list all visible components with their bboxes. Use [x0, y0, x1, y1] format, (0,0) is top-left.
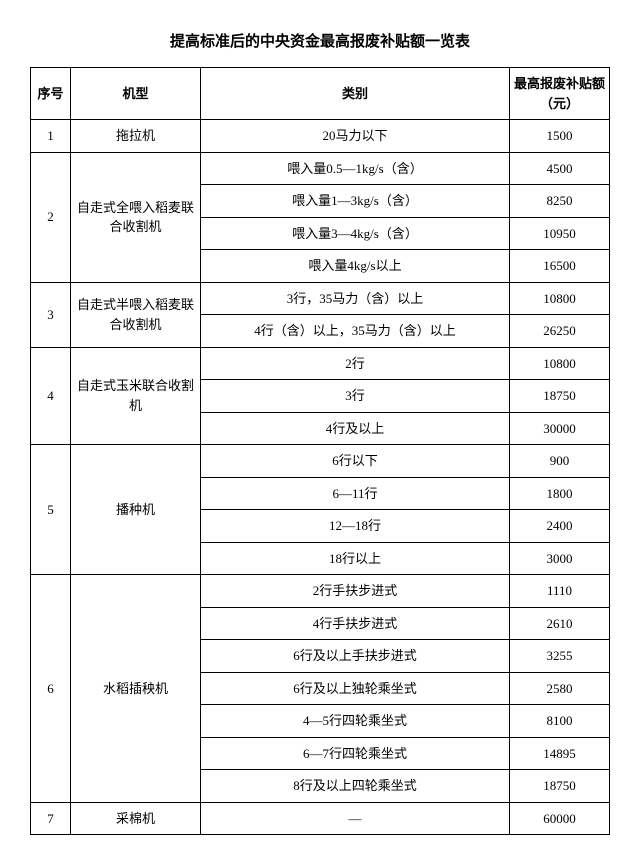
cell-seq: 5 [31, 445, 71, 575]
cell-category: 3行 [201, 380, 510, 413]
cell-model: 水稻插秧机 [71, 575, 201, 803]
cell-amount: 2400 [510, 510, 610, 543]
cell-category: — [201, 802, 510, 835]
cell-model: 自走式玉米联合收割机 [71, 347, 201, 445]
subsidy-table: 序号 机型 类别 最高报废补贴额（元） 1拖拉机20马力以下15002自走式全喂… [30, 67, 610, 835]
cell-model: 自走式半喂入稻麦联合收割机 [71, 282, 201, 347]
header-amount: 最高报废补贴额（元） [510, 68, 610, 120]
cell-model: 采棉机 [71, 802, 201, 835]
cell-seq: 3 [31, 282, 71, 347]
cell-category: 4行（含）以上，35马力（含）以上 [201, 315, 510, 348]
cell-seq: 7 [31, 802, 71, 835]
table-row: 2自走式全喂入稻麦联合收割机喂入量0.5—1kg/s（含）4500 [31, 152, 610, 185]
cell-amount: 2580 [510, 672, 610, 705]
table-header-row: 序号 机型 类别 最高报废补贴额（元） [31, 68, 610, 120]
cell-category: 2行手扶步进式 [201, 575, 510, 608]
cell-category: 6行及以上手扶步进式 [201, 640, 510, 673]
cell-category: 20马力以下 [201, 120, 510, 153]
cell-amount: 8100 [510, 705, 610, 738]
table-row: 7采棉机—60000 [31, 802, 610, 835]
cell-amount: 18750 [510, 770, 610, 803]
cell-category: 6行及以上独轮乘坐式 [201, 672, 510, 705]
cell-amount: 10800 [510, 282, 610, 315]
cell-amount: 3255 [510, 640, 610, 673]
cell-amount: 1800 [510, 477, 610, 510]
cell-seq: 1 [31, 120, 71, 153]
cell-amount: 10800 [510, 347, 610, 380]
cell-category: 喂入量3—4kg/s（含） [201, 217, 510, 250]
cell-amount: 10950 [510, 217, 610, 250]
cell-amount: 3000 [510, 542, 610, 575]
cell-model: 拖拉机 [71, 120, 201, 153]
table-row: 1拖拉机20马力以下1500 [31, 120, 610, 153]
cell-category: 6—11行 [201, 477, 510, 510]
cell-amount: 2610 [510, 607, 610, 640]
cell-amount: 900 [510, 445, 610, 478]
table-row: 6水稻插秧机2行手扶步进式1110 [31, 575, 610, 608]
cell-category: 4行手扶步进式 [201, 607, 510, 640]
cell-category: 4—5行四轮乘坐式 [201, 705, 510, 738]
cell-category: 喂入量1—3kg/s（含） [201, 185, 510, 218]
cell-amount: 14895 [510, 737, 610, 770]
cell-category: 2行 [201, 347, 510, 380]
cell-amount: 8250 [510, 185, 610, 218]
cell-category: 喂入量0.5—1kg/s（含） [201, 152, 510, 185]
table-row: 3自走式半喂入稻麦联合收割机3行，35马力（含）以上10800 [31, 282, 610, 315]
cell-category: 8行及以上四轮乘坐式 [201, 770, 510, 803]
cell-amount: 18750 [510, 380, 610, 413]
cell-category: 18行以上 [201, 542, 510, 575]
cell-amount: 1500 [510, 120, 610, 153]
cell-category: 喂入量4kg/s以上 [201, 250, 510, 283]
cell-category: 12—18行 [201, 510, 510, 543]
cell-amount: 16500 [510, 250, 610, 283]
cell-amount: 1110 [510, 575, 610, 608]
page-title: 提高标准后的中央资金最高报废补贴额一览表 [30, 30, 610, 51]
cell-amount: 30000 [510, 412, 610, 445]
header-seq: 序号 [31, 68, 71, 120]
cell-amount: 60000 [510, 802, 610, 835]
cell-model: 自走式全喂入稻麦联合收割机 [71, 152, 201, 282]
cell-amount: 4500 [510, 152, 610, 185]
cell-seq: 6 [31, 575, 71, 803]
cell-model: 播种机 [71, 445, 201, 575]
table-row: 5播种机6行以下900 [31, 445, 610, 478]
cell-category: 3行，35马力（含）以上 [201, 282, 510, 315]
table-row: 4自走式玉米联合收割机2行10800 [31, 347, 610, 380]
cell-seq: 4 [31, 347, 71, 445]
cell-seq: 2 [31, 152, 71, 282]
cell-category: 6—7行四轮乘坐式 [201, 737, 510, 770]
cell-amount: 26250 [510, 315, 610, 348]
header-category: 类别 [201, 68, 510, 120]
header-model: 机型 [71, 68, 201, 120]
cell-category: 4行及以上 [201, 412, 510, 445]
cell-category: 6行以下 [201, 445, 510, 478]
